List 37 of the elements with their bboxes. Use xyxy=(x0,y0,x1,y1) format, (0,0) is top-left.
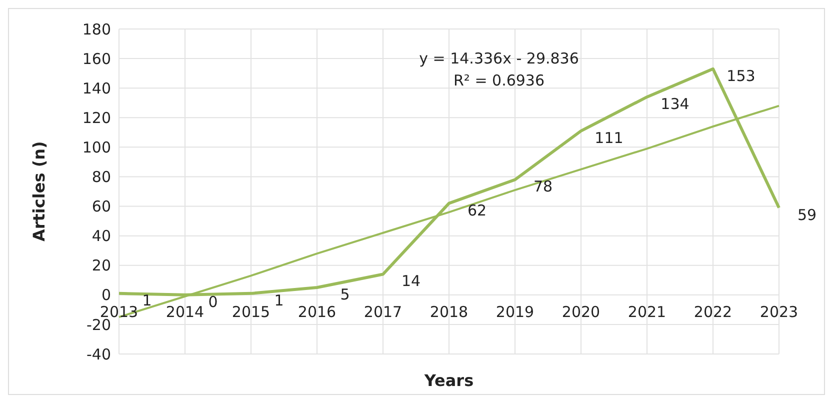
data-label: 59 xyxy=(797,206,817,224)
data-label: 153 xyxy=(726,66,756,85)
y-axis-title: Articles (n) xyxy=(30,141,49,242)
data-label: 134 xyxy=(660,94,690,113)
x-tick-label: 2019 xyxy=(496,302,534,321)
data-label: 62 xyxy=(467,201,487,220)
y-tick-label: -40 xyxy=(86,345,111,364)
x-axis-title: Years xyxy=(423,371,474,390)
data-label: 78 xyxy=(533,178,553,196)
data-label: 1 xyxy=(142,291,152,310)
y-tick-label: 120 xyxy=(82,108,111,127)
x-tick-label: 2020 xyxy=(562,302,600,321)
y-tick-label: -20 xyxy=(86,316,111,334)
x-tick-label: 2015 xyxy=(232,302,270,321)
x-tick-label: 2017 xyxy=(364,302,402,321)
x-tick-label: 2016 xyxy=(298,302,336,321)
x-tick-label: 2018 xyxy=(430,302,468,321)
data-label: 14 xyxy=(401,272,421,290)
data-label: 0 xyxy=(208,292,218,311)
y-tick-label: 140 xyxy=(82,79,111,98)
annotation: y = 14.336x - 29.836 xyxy=(419,50,579,68)
y-tick-label: 40 xyxy=(92,227,111,246)
y-tick-label: 60 xyxy=(92,198,111,216)
y-tick-label: 80 xyxy=(92,168,111,186)
y-tick-label: 100 xyxy=(82,138,111,157)
x-tick-label: 2022 xyxy=(694,302,732,321)
y-tick-label: 160 xyxy=(82,50,111,68)
data-label: 111 xyxy=(594,128,624,147)
x-tick-label: 2021 xyxy=(628,302,666,321)
data-label: 5 xyxy=(340,286,350,304)
x-tick-label: 2023 xyxy=(760,302,798,321)
y-tick-label: 0 xyxy=(101,286,111,304)
annotation: R² = 0.6936 xyxy=(453,72,545,90)
y-tick-label: 180 xyxy=(82,20,111,38)
data-label: 1 xyxy=(274,291,284,310)
x-tick-label: 2014 xyxy=(166,302,204,321)
y-tick-label: 20 xyxy=(92,256,111,275)
